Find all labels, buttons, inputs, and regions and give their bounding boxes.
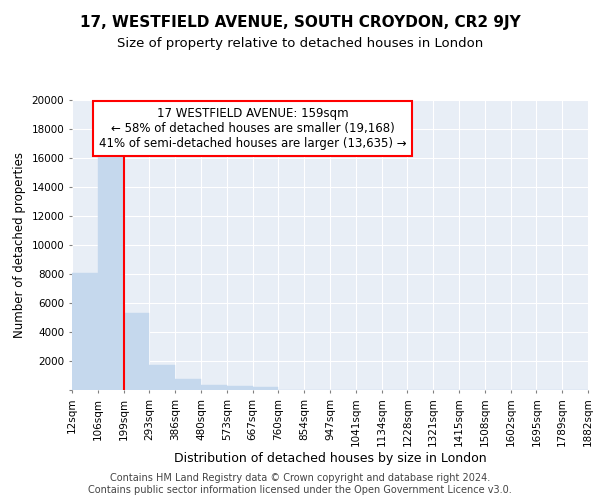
- Text: 17, WESTFIELD AVENUE, SOUTH CROYDON, CR2 9JY: 17, WESTFIELD AVENUE, SOUTH CROYDON, CR2…: [80, 15, 520, 30]
- Bar: [72, 272, 98, 390]
- Bar: [98, 148, 124, 390]
- Bar: [175, 379, 201, 390]
- X-axis label: Distribution of detached houses by size in London: Distribution of detached houses by size …: [173, 452, 487, 465]
- Bar: [149, 364, 175, 390]
- Bar: [227, 386, 253, 390]
- Bar: [124, 313, 149, 390]
- Text: 17 WESTFIELD AVENUE: 159sqm
← 58% of detached houses are smaller (19,168)
41% of: 17 WESTFIELD AVENUE: 159sqm ← 58% of det…: [99, 108, 406, 150]
- Bar: [253, 387, 278, 390]
- Y-axis label: Number of detached properties: Number of detached properties: [13, 152, 26, 338]
- Text: Contains HM Land Registry data © Crown copyright and database right 2024.
Contai: Contains HM Land Registry data © Crown c…: [88, 474, 512, 495]
- Text: Size of property relative to detached houses in London: Size of property relative to detached ho…: [117, 38, 483, 51]
- Bar: [201, 385, 227, 390]
